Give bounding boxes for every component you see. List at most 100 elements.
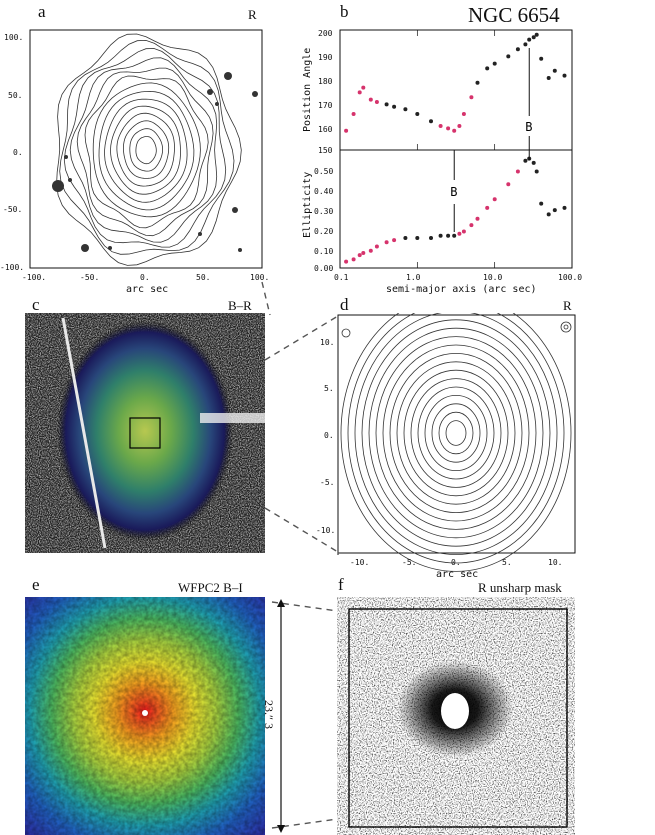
pa-point [485, 66, 490, 71]
pa-point [438, 124, 443, 128]
panel-f-letter: f [338, 575, 344, 594]
ellipticity-point [552, 208, 557, 213]
contour-line [347, 313, 565, 564]
panel-a-contour-plot: 100. 50. 0. -50. -100. -100. -50. 0. 50.… [0, 29, 269, 295]
pa-point [527, 37, 532, 42]
d-ytick: 10. [320, 338, 334, 347]
a-xtick: 100. [250, 273, 269, 282]
contour-line [98, 90, 195, 211]
scale-label: 23.″ 3 [262, 700, 276, 729]
contour-line [69, 57, 218, 243]
ellipticity-point [534, 169, 539, 174]
ellipticity-point [415, 236, 420, 240]
pa-tick: 190 [318, 53, 333, 62]
b-xtick: 0.1 [334, 273, 349, 282]
ellipticity-point [492, 197, 497, 202]
d-ytick: -5. [320, 478, 334, 487]
pa-tick: 150 [318, 146, 333, 155]
ellipticity-point [351, 257, 356, 262]
panel-f-tag: R unsharp mask [478, 580, 562, 595]
ellipticity-point [446, 233, 451, 238]
contour-line [410, 378, 502, 488]
panel-d-contour-plot: 10. 5. 0. -5. -10. -10. -5. 0. 5. 10. ar… [316, 313, 576, 580]
contour-line [396, 361, 516, 505]
contour-line [104, 98, 188, 203]
pa-point [351, 112, 356, 116]
d-xtick: 5. [502, 558, 512, 567]
contour-line [368, 327, 544, 539]
a-ytick: -50. [3, 205, 22, 214]
a-ytick: -100. [0, 263, 24, 272]
a-xtick: -50. [80, 273, 99, 282]
contour-line [424, 395, 488, 471]
ell-tick: 0.50 [314, 167, 333, 176]
contour-line [59, 39, 235, 255]
ellipticity-point [357, 253, 362, 258]
contour-line [403, 369, 509, 497]
panel-b-letter: b [340, 2, 349, 21]
ellipticity-point [457, 231, 462, 236]
panel-d-letter: d [340, 295, 349, 314]
pa-tick: 200 [318, 29, 333, 38]
pa-point [429, 119, 433, 124]
ellipticity-point [469, 223, 474, 228]
pa-point [515, 47, 520, 52]
zoom-box [129, 417, 161, 449]
contour-line [361, 319, 551, 547]
panel-c-tag: B–R [228, 298, 252, 313]
ellipticity-point [515, 169, 520, 174]
pa-point [523, 42, 528, 47]
bar-marker-label: B [525, 120, 532, 134]
b-xlabel: semi-major axis (arc sec) [386, 284, 537, 295]
ellipticity-point [461, 229, 466, 234]
pa-tick: 160 [318, 125, 333, 134]
pa-point [403, 107, 408, 112]
panel-c-letter: c [32, 295, 40, 314]
pa-tick: 180 [318, 77, 333, 86]
contour-line [438, 411, 474, 455]
contour-line [76, 67, 214, 237]
pa-point [506, 54, 511, 59]
pa-point [562, 73, 567, 78]
panel-e-color-image [25, 597, 265, 835]
a-xtick: 50. [196, 273, 210, 282]
pa-point [446, 126, 451, 131]
pa-point [469, 95, 474, 100]
contour-line [417, 386, 495, 480]
ell-tick: 0.40 [314, 187, 333, 196]
ellipticity-point [344, 259, 349, 264]
pa-point [461, 112, 466, 116]
pa-point [546, 76, 551, 80]
ellipticity-point [485, 205, 490, 210]
contour-line [135, 136, 157, 165]
b-ylabel-top: Position Angle [302, 48, 313, 132]
d-xtick: 10. [548, 558, 562, 567]
d-ytick: -10. [316, 526, 335, 535]
pa-point [415, 112, 420, 116]
d-ytick: 0. [324, 431, 334, 440]
d-xlabel: arc sec [436, 569, 478, 580]
ellipticity-point [429, 236, 433, 240]
ell-tick: 0.10 [314, 247, 333, 256]
contour-line [431, 403, 481, 463]
pa-point [368, 97, 373, 102]
contour-line [389, 353, 523, 513]
panel-b-profile-chart: B B 200 190 180 170 160 150 0.50 0.40 0.3… [302, 29, 582, 295]
pa-point [475, 80, 480, 85]
pa-tick: 170 [318, 101, 333, 110]
ellipticity-point [506, 182, 511, 187]
ellipticity-point [539, 201, 544, 206]
b-xtick: 100.0 [558, 273, 582, 282]
contour-line [129, 128, 163, 172]
ellipticity-point [523, 158, 528, 163]
ellipticity-point [475, 216, 480, 221]
pa-point [344, 128, 349, 133]
ellipticity-point [384, 240, 389, 245]
a-xtick: -100. [22, 273, 46, 282]
contour-line [445, 420, 467, 446]
ell-tick: 0.00 [314, 264, 333, 273]
scale-bar [277, 599, 285, 833]
panel-a-tag: R [248, 7, 257, 22]
b-ylabel-bottom: Ellipticity [302, 172, 313, 238]
contour-line [340, 313, 572, 572]
